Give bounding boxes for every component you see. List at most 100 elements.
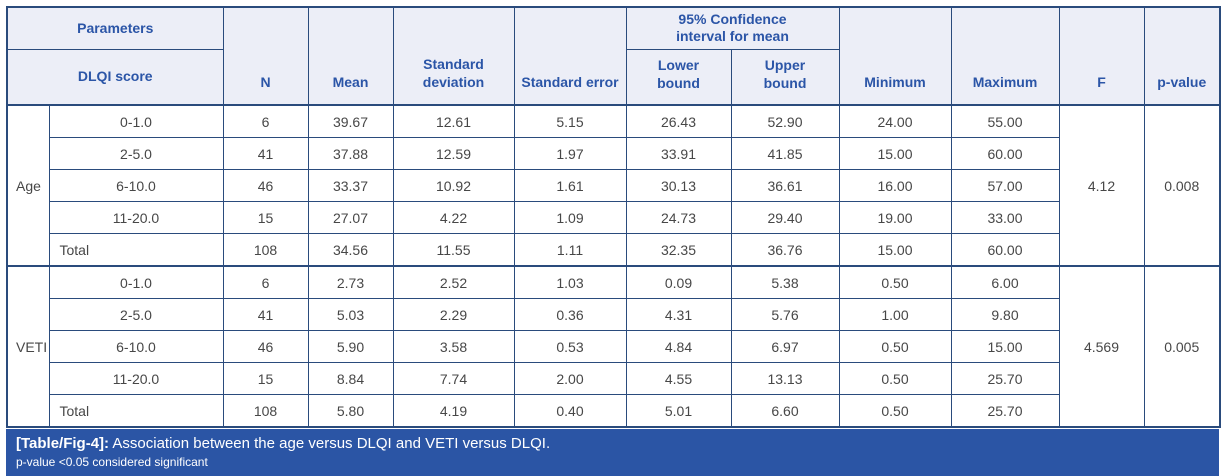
group-label-veti: VETI (6, 265, 50, 428)
cell-max: 6.00 (950, 265, 1060, 299)
cell-mean: 5.03 (307, 298, 394, 331)
table-row: 11-20.0 15 27.07 4.22 1.09 24.73 29.40 1… (7, 201, 1220, 234)
cell-lower: 24.73 (625, 201, 732, 234)
caption-title: [Table/Fig-4]: Association between the a… (16, 434, 1209, 454)
cell-sd: 11.55 (392, 233, 515, 267)
cell-n: 15 (222, 201, 309, 234)
cell-n: 108 (222, 394, 309, 428)
cell-upper: 6.60 (730, 394, 840, 428)
cell-upper: 13.13 (730, 362, 840, 395)
header-row-2: DLQI score Lower bound Upper bound (6, 48, 1220, 106)
cell-se: 1.11 (513, 233, 627, 267)
cell-sd: 10.92 (392, 169, 515, 202)
cell-min: 15.00 (838, 233, 952, 267)
cell-n: 108 (222, 233, 309, 267)
header-confidence-interval: 95% Confidence interval for mean (625, 6, 840, 50)
table-caption: [Table/Fig-4]: Association between the a… (6, 429, 1219, 476)
cell-se: 1.09 (513, 201, 627, 234)
cell-lower: 32.35 (625, 233, 732, 267)
cell-sd: 2.52 (392, 265, 515, 299)
cell-lower: 33.91 (625, 137, 732, 170)
cell-mean: 2.73 (307, 265, 394, 299)
table-row: 6-10.0 46 5.90 3.58 0.53 4.84 6.97 0.50 … (7, 330, 1220, 363)
cell-max: 55.00 (950, 104, 1060, 138)
header-n: N (222, 6, 309, 106)
cell-lower: 4.31 (625, 298, 732, 331)
cell-se: 0.53 (513, 330, 627, 363)
header-upper-bound: Upper bound (730, 48, 840, 106)
cell-f-veti: 4.569 (1058, 265, 1145, 428)
table-row: 11-20.0 15 8.84 7.74 2.00 4.55 13.13 0.5… (7, 362, 1220, 395)
cell-max: 25.70 (950, 394, 1060, 428)
cell-max: 60.00 (950, 233, 1060, 267)
cell-lower: 5.01 (625, 394, 732, 428)
cell-score: 2-5.0 (48, 298, 224, 331)
header-row-1: Parameters N Mean Standard deviation Sta… (6, 6, 1221, 106)
cell-upper: 29.40 (730, 201, 840, 234)
cell-upper: 5.38 (730, 265, 840, 299)
header-p-value: p-value (1143, 6, 1221, 106)
cell-sd: 4.22 (392, 201, 515, 234)
header-lower-bound: Lower bound (625, 48, 732, 106)
caption-label: [Table/Fig-4]: (16, 435, 110, 452)
header-minimum: Minimum (838, 6, 952, 106)
cell-min: 16.00 (838, 169, 952, 202)
cell-n: 6 (222, 104, 309, 138)
cell-mean: 33.37 (307, 169, 394, 202)
cell-max: 25.70 (950, 362, 1060, 395)
cell-mean: 37.88 (307, 137, 394, 170)
cell-min: 0.50 (838, 394, 952, 428)
cell-min: 0.50 (838, 362, 952, 395)
caption-note: p-value <0.05 considered significant (16, 454, 208, 469)
cell-lower: 4.55 (625, 362, 732, 395)
cell-mean: 39.67 (307, 104, 394, 138)
cell-upper: 36.61 (730, 169, 840, 202)
cell-upper: 41.85 (730, 137, 840, 170)
cell-min: 15.00 (838, 137, 952, 170)
header-mean: Mean (307, 6, 394, 106)
header-f: F (1058, 6, 1145, 106)
table-row: 2-5.0 41 5.03 2.29 0.36 4.31 5.76 1.00 9… (7, 298, 1220, 331)
cell-max: 9.80 (950, 298, 1060, 331)
table-row: 6-10.0 46 33.37 10.92 1.61 30.13 36.61 1… (7, 169, 1220, 202)
cell-se: 1.03 (513, 265, 627, 299)
cell-lower: 26.43 (625, 104, 732, 138)
header-std-deviation: Standard deviation (392, 6, 515, 106)
group-label-age: Age (6, 104, 50, 267)
cell-f-age: 4.12 (1058, 104, 1145, 267)
cell-mean: 5.90 (307, 330, 394, 363)
cell-upper: 5.76 (730, 298, 840, 331)
cell-score: 0-1.0 (48, 104, 224, 138)
cell-score-total: Total (48, 233, 224, 267)
cell-n: 46 (222, 169, 309, 202)
caption-text: Association between the age versus DLQI … (112, 435, 551, 452)
cell-upper: 6.97 (730, 330, 840, 363)
cell-sd: 2.29 (392, 298, 515, 331)
cell-sd: 7.74 (392, 362, 515, 395)
table-row-total: Total 108 5.80 4.19 0.40 5.01 6.60 0.50 … (7, 394, 1220, 428)
cell-se: 1.97 (513, 137, 627, 170)
cell-mean: 5.80 (307, 394, 394, 428)
cell-score: 2-5.0 (48, 137, 224, 170)
cell-sd: 4.19 (392, 394, 515, 428)
cell-max: 33.00 (950, 201, 1060, 234)
stats-table: Parameters N Mean Standard deviation Sta… (6, 6, 1221, 428)
cell-mean: 34.56 (307, 233, 394, 267)
cell-min: 19.00 (838, 201, 952, 234)
cell-min: 0.50 (838, 330, 952, 363)
cell-lower: 0.09 (625, 265, 732, 299)
cell-se: 0.36 (513, 298, 627, 331)
header-maximum: Maximum (950, 6, 1060, 106)
cell-se: 1.61 (513, 169, 627, 202)
header-std-error: Standard error (513, 6, 627, 106)
table-body: Age 0-1.0 6 39.67 12.61 5.15 26.43 52.90… (6, 104, 1221, 428)
cell-p-age: 0.008 (1143, 104, 1221, 267)
cell-sd: 12.59 (392, 137, 515, 170)
cell-n: 41 (222, 137, 309, 170)
cell-score: 6-10.0 (48, 169, 224, 202)
cell-sd: 12.61 (392, 104, 515, 138)
cell-min: 1.00 (838, 298, 952, 331)
cell-upper: 36.76 (730, 233, 840, 267)
cell-lower: 4.84 (625, 330, 732, 363)
